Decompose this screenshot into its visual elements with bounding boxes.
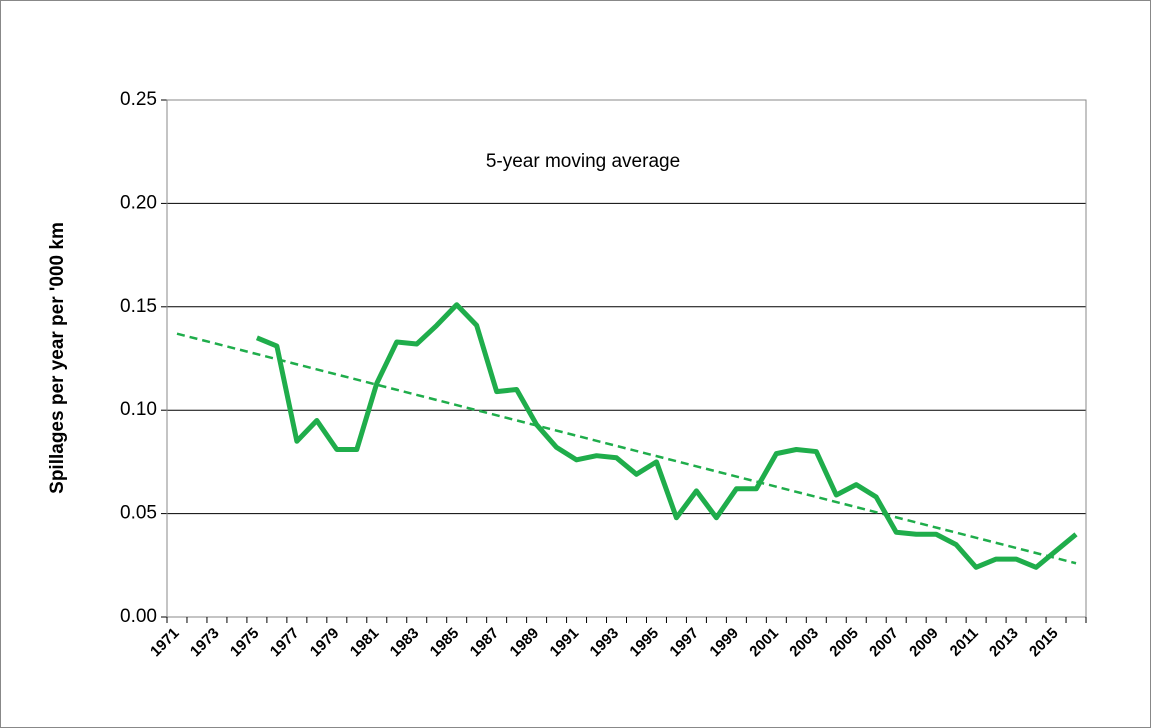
y-tick-label: 0.25 bbox=[120, 89, 157, 110]
y-tick-label: 0.05 bbox=[120, 503, 157, 524]
annotation: 5-year moving average bbox=[486, 151, 680, 172]
y-tick-label: 0.00 bbox=[120, 606, 157, 627]
y-tick-label: 0.10 bbox=[120, 399, 157, 420]
y-axis-title: Spillages per year per '000 km bbox=[47, 222, 68, 494]
y-tick-label: 0.15 bbox=[120, 296, 157, 317]
y-tick-label: 0.20 bbox=[120, 192, 157, 213]
data-line bbox=[255, 302, 1078, 570]
trend-line bbox=[176, 332, 1077, 565]
